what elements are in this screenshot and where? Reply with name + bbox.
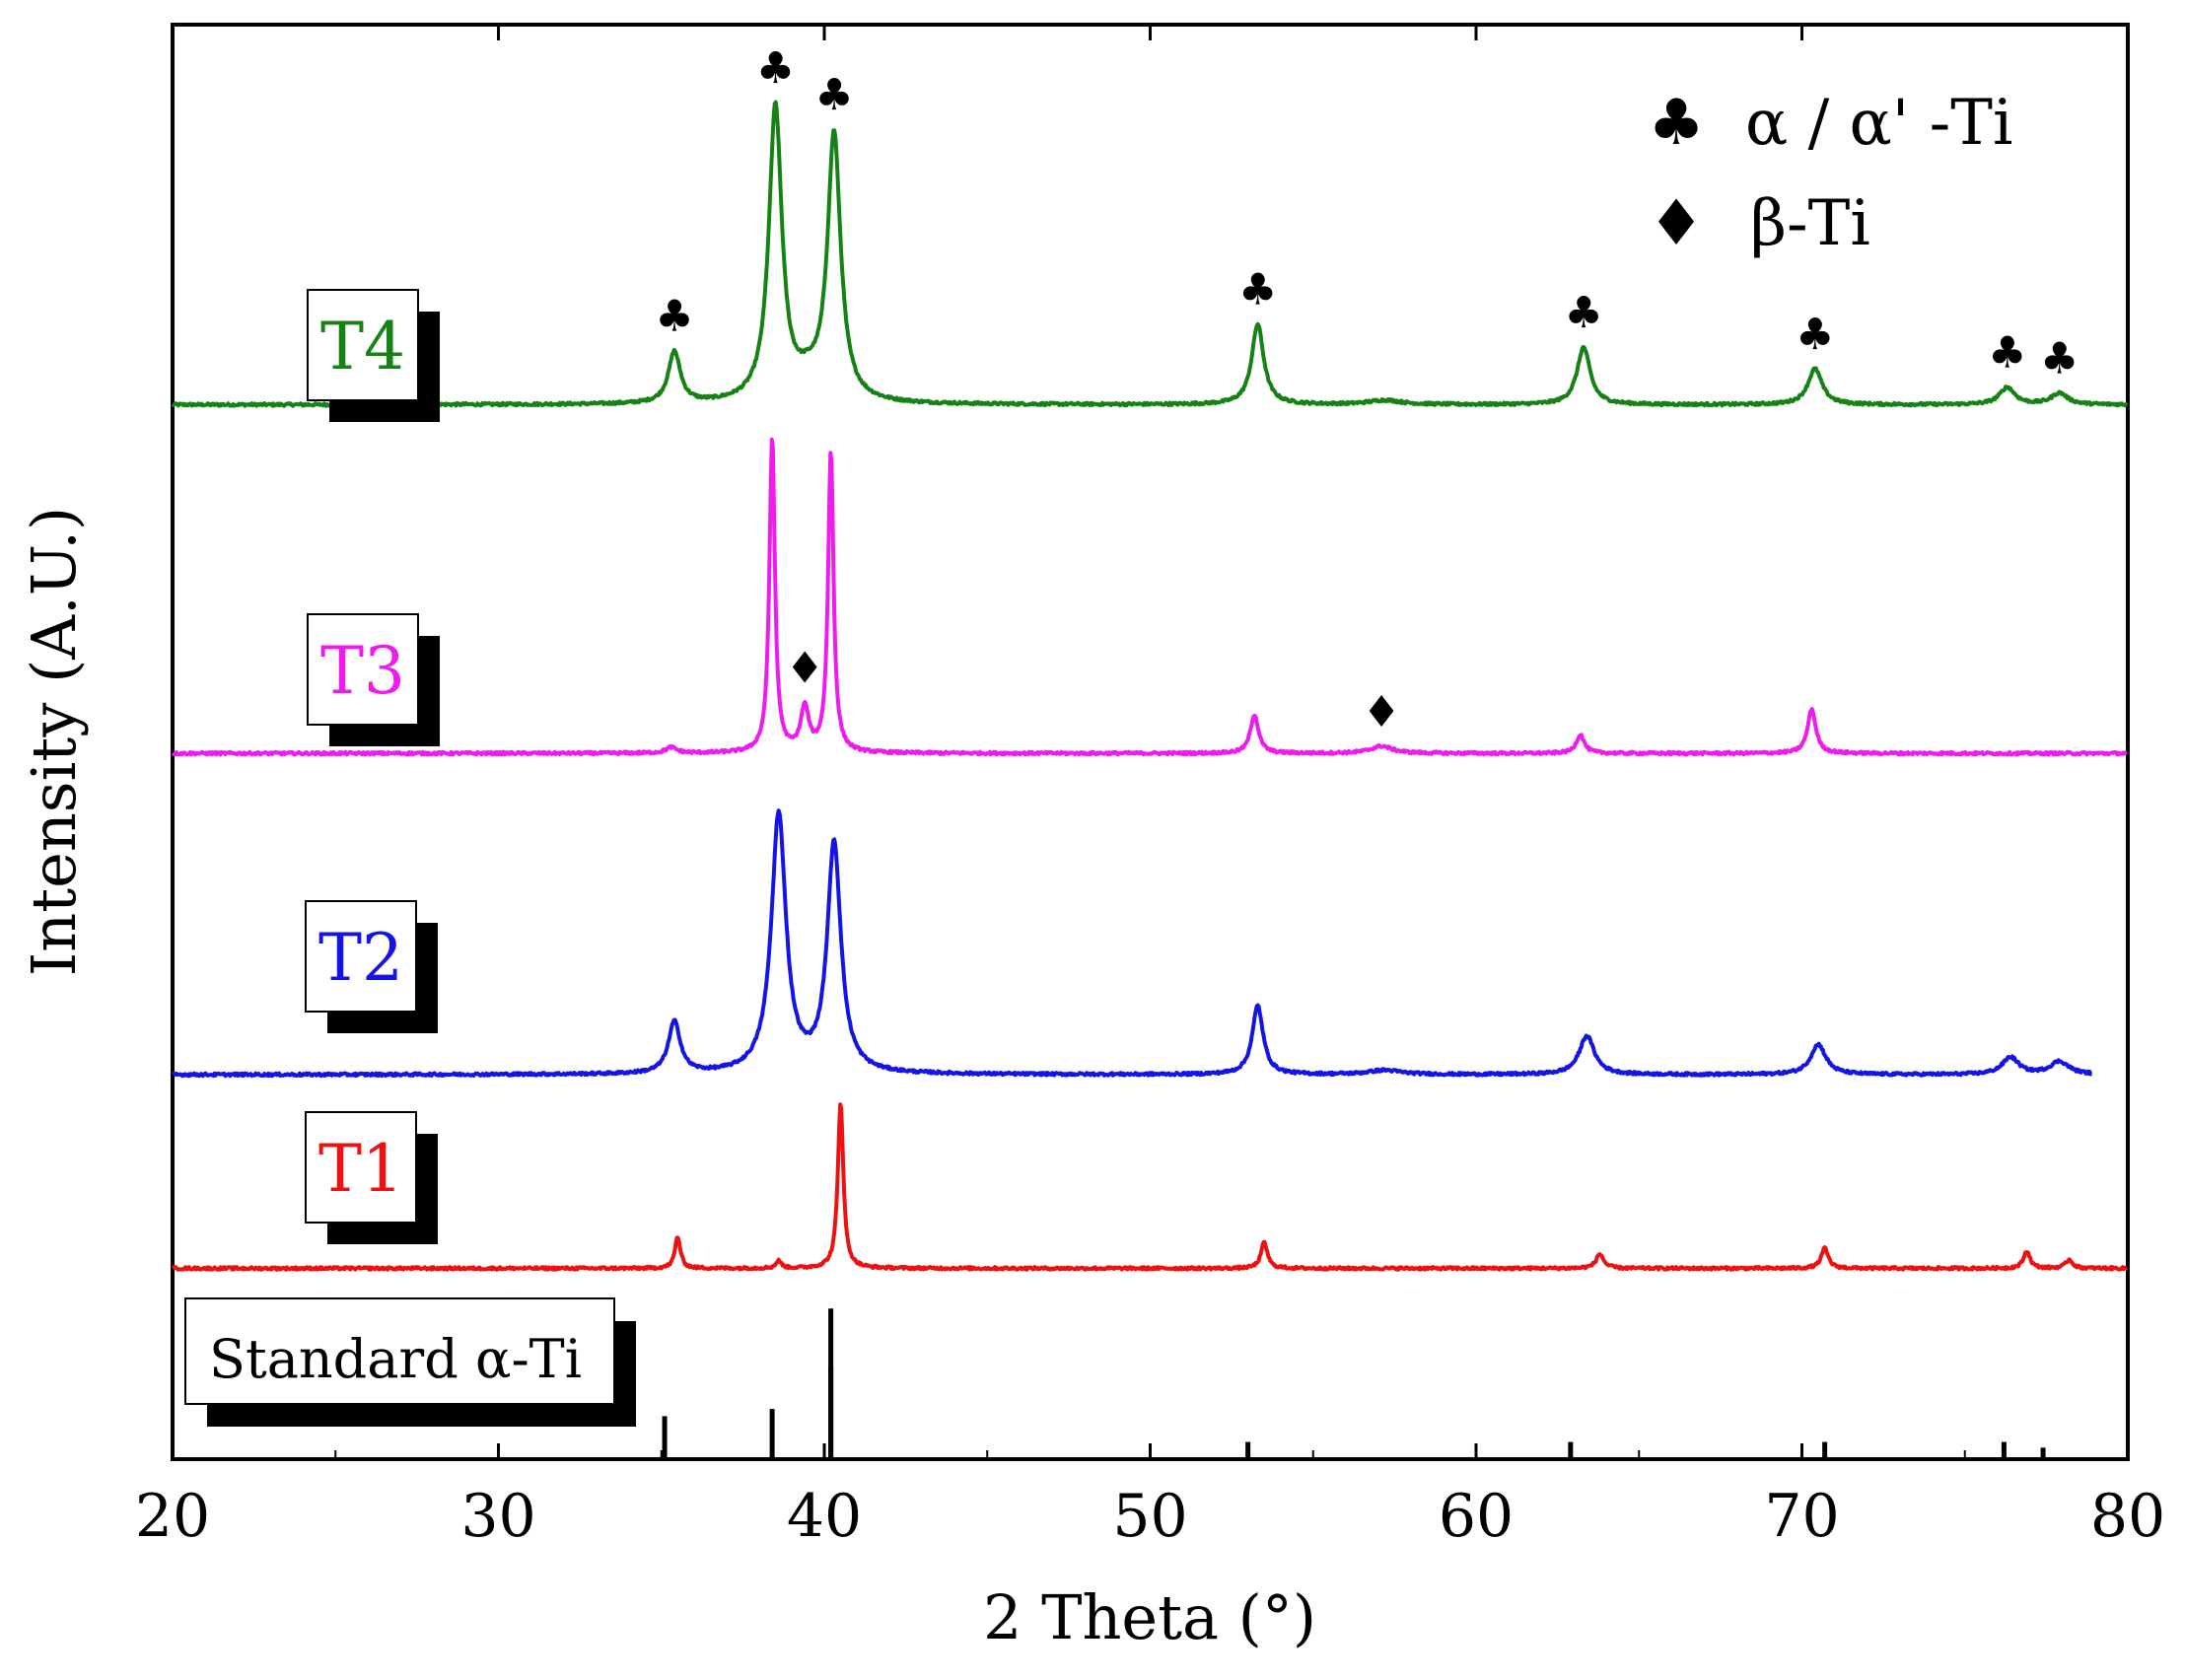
sample-label-t2: T2	[305, 900, 438, 1033]
series-t1-line	[171, 1102, 2128, 1272]
alpha-marker: ♣	[814, 70, 853, 120]
phase-markers: ♣ ♣ ♣ ♣ ♣ ♣ ♣ ♣ ♦ ♦	[655, 43, 2079, 737]
series-t4-line	[171, 100, 2129, 408]
series-layer	[171, 100, 2129, 1272]
alpha-marker: ♣	[1796, 310, 1834, 360]
x-tick-label: 20	[135, 1482, 210, 1551]
alpha-marker: ♣	[1564, 288, 1602, 338]
sample-label-t3: T3	[307, 613, 440, 746]
sample-label-t4: T4	[307, 289, 440, 422]
sample-label-t1: T1	[305, 1111, 438, 1244]
x-tick-label: 60	[1439, 1482, 1514, 1551]
legend-symbol-alpha: ♣	[1648, 87, 1704, 160]
sample-label-text: T2	[318, 920, 403, 996]
sample-labels: T4 T3 T2 T1	[305, 289, 440, 1244]
sample-label-text: T1	[318, 1131, 403, 1207]
x-tick-label: 50	[1112, 1482, 1187, 1551]
beta-marker: ♦	[785, 644, 823, 694]
legend-label-alpha: α / α' -Ti	[1745, 87, 2012, 160]
x-tick-label: 30	[460, 1482, 535, 1551]
standard-label-box: Standard α-Ti	[184, 1297, 636, 1427]
sample-label-text: T3	[320, 633, 405, 709]
legend-label-beta: β-Ti	[1750, 187, 1870, 260]
standard-alpha-ti-label: Standard α-Ti	[209, 1328, 582, 1390]
sample-label-text: T4	[320, 309, 405, 385]
x-tick-label: 40	[787, 1482, 862, 1551]
x-axis-title: 2 Theta (°)	[983, 1581, 1316, 1653]
alpha-marker: ♣	[2040, 333, 2079, 384]
legend: ♣ α / α' -Ti ♦ β-Ti	[1648, 87, 2012, 260]
series-t2-line	[171, 808, 2093, 1079]
alpha-marker: ♣	[655, 291, 693, 341]
series-t3-line	[171, 437, 2128, 757]
beta-marker: ♦	[1362, 687, 1400, 737]
reference-pattern	[662, 1308, 2046, 1459]
alpha-marker: ♣	[756, 43, 795, 94]
y-axis-title: Intensity (A.U.)	[18, 507, 90, 976]
x-tick-label: 80	[2090, 1482, 2165, 1551]
alpha-marker: ♣	[1988, 328, 2026, 379]
legend-symbol-beta: ♦	[1648, 187, 1704, 260]
alpha-marker: ♣	[1238, 265, 1277, 315]
x-tick-label: 70	[1764, 1482, 1839, 1551]
x-axis: 20 30 40 50 60 70 80	[135, 25, 2165, 1551]
